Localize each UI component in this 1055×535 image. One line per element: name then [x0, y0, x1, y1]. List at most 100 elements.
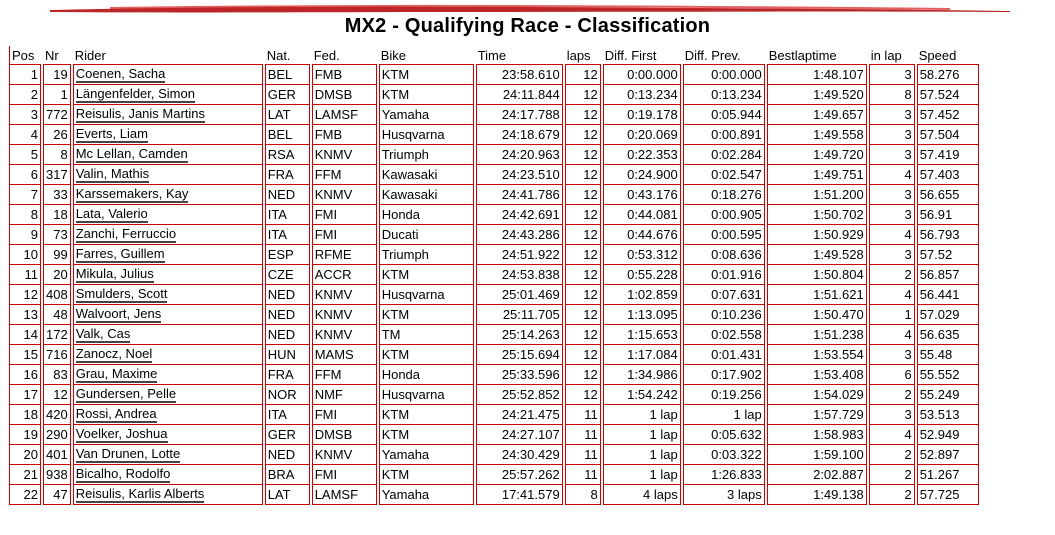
table-header-row: Pos Nr Rider Nat. Fed. Bike Time laps Di… [9, 46, 979, 65]
rider-link[interactable]: Karssemakers, Kay [75, 186, 189, 203]
cell-nat: ESP [264, 245, 310, 265]
cell-speed: 57.725 [916, 485, 979, 505]
cell-nr: 716 [43, 345, 71, 365]
cell-bike: Triumph [378, 245, 474, 265]
cell-in-lap: 3 [868, 205, 915, 225]
cell-fed: MAMS [311, 345, 377, 365]
rider-link[interactable]: Zanchi, Ferruccio [75, 226, 177, 243]
cell-diff-first: 1 lap [602, 445, 681, 465]
cell-diff-first: 1:54.242 [602, 385, 681, 405]
cell-diff-prev: 0:13.234 [682, 85, 765, 105]
cell-bestlaptime: 1:49.751 [766, 165, 867, 185]
cell-bestlaptime: 1:50.929 [766, 225, 867, 245]
rider-link[interactable]: Reisulis, Karlis Alberts [75, 486, 205, 503]
cell-fed: KNMV [311, 145, 377, 165]
cell-bestlaptime: 1:48.107 [766, 65, 867, 85]
rider-link[interactable]: Smulders, Scott [75, 286, 168, 303]
cell-rider: Walvoort, Jens [72, 305, 263, 325]
rider-link[interactable]: Lata, Valerio [75, 206, 148, 223]
cell-laps: 11 [564, 405, 601, 425]
table-row: 5 8 Mc Lellan, Camden RSA KNMV Triumph 24:20.9… [9, 145, 979, 165]
cell-rider: Zanocz, Noel [72, 345, 263, 365]
cell-bike: Yamaha [378, 105, 474, 125]
rider-link[interactable]: Valk, Cas [75, 326, 131, 343]
table-row: 15 716 Zanocz, Noel HUN MAMS KTM 25:15.694 12 1:… [9, 345, 979, 365]
cell-bike: Kawasaki [378, 185, 474, 205]
cell-fed: FMI [311, 465, 377, 485]
rider-link[interactable]: Rossi, Andrea [75, 406, 157, 423]
cell-bestlaptime: 1:49.520 [766, 85, 867, 105]
cell-bike: Ducati [378, 225, 474, 245]
cell-laps: 11 [564, 445, 601, 465]
cell-in-lap: 2 [868, 485, 915, 505]
rider-link[interactable]: Grau, Maxime [75, 366, 158, 383]
cell-diff-first: 1:34.986 [602, 365, 681, 385]
rider-link[interactable]: Gundersen, Pelle [75, 386, 177, 403]
rider-link[interactable]: Mikula, Julius [75, 266, 154, 283]
cell-pos: 7 [9, 185, 41, 205]
cell-bestlaptime: 1:53.554 [766, 345, 867, 365]
cell-laps: 12 [564, 285, 601, 305]
cell-pos: 2 [9, 85, 41, 105]
rider-link[interactable]: Van Drunen, Lotte [75, 446, 181, 463]
cell-time: 24:11.844 [475, 85, 563, 105]
cell-laps: 12 [564, 345, 601, 365]
cell-fed: KNMV [311, 325, 377, 345]
cell-laps: 12 [564, 365, 601, 385]
cell-bike: KTM [378, 405, 474, 425]
cell-bike: KTM [378, 425, 474, 445]
cell-nr: 401 [43, 445, 71, 465]
col-header-diff-first: Diff. First [602, 46, 681, 65]
rider-link[interactable]: Zanocz, Noel [75, 346, 153, 363]
cell-in-lap: 4 [868, 285, 915, 305]
cell-fed: FMB [311, 65, 377, 85]
cell-rider: Reisulis, Janis Martins [72, 105, 263, 125]
cell-time: 24:27.107 [475, 425, 563, 445]
rider-link[interactable]: Walvoort, Jens [75, 306, 162, 323]
cell-bike: KTM [378, 85, 474, 105]
cell-fed: KNMV [311, 285, 377, 305]
rider-link[interactable]: Valin, Mathis [75, 166, 150, 183]
cell-time: 25:14.263 [475, 325, 563, 345]
cell-nr: 99 [43, 245, 71, 265]
rider-link[interactable]: Längenfelder, Simon [75, 86, 195, 103]
table-row: 8 18 Lata, Valerio ITA FMI Honda 24:42.691 12 0:… [9, 205, 979, 225]
cell-in-lap: 4 [868, 165, 915, 185]
cell-fed: KNMV [311, 185, 377, 205]
cell-bestlaptime: 1:49.558 [766, 125, 867, 145]
rider-link[interactable]: Bicalho, Rodolfo [75, 466, 171, 483]
cell-in-lap: 3 [868, 145, 915, 165]
cell-in-lap: 6 [868, 365, 915, 385]
cell-nat: ITA [264, 205, 310, 225]
rider-link[interactable]: Coenen, Sacha [75, 66, 166, 83]
cell-nr: 408 [43, 285, 71, 305]
cell-rider: Reisulis, Karlis Alberts [72, 485, 263, 505]
cell-bestlaptime: 1:58.983 [766, 425, 867, 445]
cell-bike: Yamaha [378, 485, 474, 505]
cell-fed: FMI [311, 205, 377, 225]
cell-diff-first: 0:13.234 [602, 85, 681, 105]
cell-bestlaptime: 1:49.657 [766, 105, 867, 125]
cell-time: 24:18.679 [475, 125, 563, 145]
cell-time: 25:33.596 [475, 365, 563, 385]
col-header-rider: Rider [72, 46, 263, 65]
cell-laps: 12 [564, 105, 601, 125]
cell-diff-prev: 0:00.595 [682, 225, 765, 245]
cell-diff-prev: 0:17.902 [682, 365, 765, 385]
rider-link[interactable]: Voelker, Joshua [75, 426, 168, 443]
cell-diff-first: 4 laps [602, 485, 681, 505]
cell-in-lap: 3 [868, 345, 915, 365]
cell-rider: Längenfelder, Simon [72, 85, 263, 105]
rider-link[interactable]: Everts, Liam [75, 126, 148, 143]
cell-bike: Husqvarna [378, 125, 474, 145]
rider-link[interactable]: Mc Lellan, Camden [75, 146, 188, 163]
rider-link[interactable]: Farres, Guillem [75, 246, 165, 263]
page-title: MX2 - Qualifying Race - Classification [344, 15, 711, 37]
cell-rider: Gundersen, Pelle [72, 385, 263, 405]
cell-nr: 26 [43, 125, 71, 145]
cell-nat: RSA [264, 145, 310, 165]
cell-nr: 8 [43, 145, 71, 165]
cell-pos: 3 [9, 105, 41, 125]
rider-link[interactable]: Reisulis, Janis Martins [75, 106, 206, 123]
cell-bestlaptime: 1:53.408 [766, 365, 867, 385]
